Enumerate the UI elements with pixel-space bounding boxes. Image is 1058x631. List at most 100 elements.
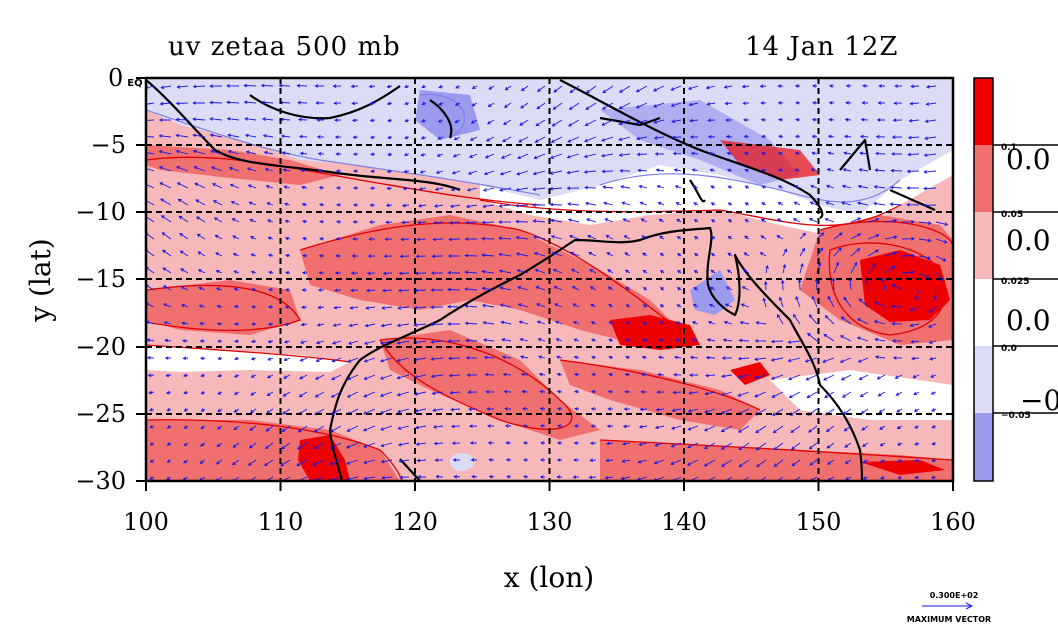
- wind-vector-arrow: [483, 170, 495, 176]
- wind-vector-arrow: [481, 269, 495, 274]
- wind-vector-arrow: [811, 117, 818, 122]
- wind-vector-arrow: [369, 186, 376, 190]
- wind-vector-arrow: [761, 202, 767, 206]
- wind-vector-arrow: [368, 220, 376, 224]
- wind-vector-arrow: [727, 168, 733, 173]
- wind-vector-arrow: [867, 249, 880, 257]
- wind-vector-arrow: [419, 170, 427, 174]
- wind-vector-arrow: [673, 168, 682, 172]
- wind-vector-arrow: [318, 253, 325, 258]
- wind-vector-arrow: [880, 277, 886, 291]
- wind-vector-arrow: [894, 374, 903, 379]
- wind-vector-arrow: [369, 118, 376, 123]
- wind-vector-arrow: [250, 270, 257, 275]
- wind-vector-arrow: [213, 217, 223, 223]
- wind-vector-arrow: [334, 271, 341, 275]
- wind-vector-arrow: [175, 117, 189, 122]
- wind-vector-arrow: [365, 306, 376, 310]
- wind-vector-arrow: [896, 425, 903, 429]
- legend-swatch: [974, 279, 993, 346]
- wind-vector-arrow: [158, 150, 172, 155]
- wind-vector-arrow: [753, 374, 767, 380]
- wind-vector-arrow: [672, 390, 682, 395]
- wind-vector-arrow: [760, 101, 766, 105]
- wind-vector-arrow: [538, 372, 546, 377]
- wind-vector-arrow: [935, 221, 949, 226]
- wind-vector-arrow: [515, 203, 529, 208]
- wind-vector-arrow: [267, 339, 274, 344]
- wind-vector-arrow: [549, 202, 563, 207]
- wind-vector-arrow: [451, 170, 461, 175]
- legend-label-large: −0.: [1020, 384, 1058, 417]
- wind-vector-arrow: [707, 134, 716, 139]
- wind-vector-arrow: [880, 476, 886, 480]
- wind-vector-arrow: [896, 408, 903, 413]
- wind-vector-arrow: [166, 425, 172, 429]
- wind-vector-arrow: [381, 288, 393, 293]
- wind-vector-arrow: [368, 237, 376, 241]
- wind-vector-arrow: [522, 424, 529, 428]
- wind-vector-arrow: [653, 119, 665, 124]
- wind-vector-arrow: [825, 201, 835, 206]
- wind-vector-arrow: [918, 238, 932, 243]
- wind-vector-arrow: [397, 288, 410, 293]
- wind-vector-arrow: [659, 304, 665, 308]
- wind-vector-arrow: [485, 136, 495, 142]
- wind-vector-arrow: [250, 374, 257, 378]
- wind-vector-arrow: [348, 340, 359, 345]
- wind-vector-arrow: [315, 101, 324, 105]
- wind-vector-arrow: [773, 442, 784, 451]
- wind-vector-arrow: [590, 424, 596, 428]
- wind-vector-arrow: [556, 458, 563, 462]
- wind-vector-arrow: [867, 262, 877, 274]
- wind-vector-arrow: [890, 168, 903, 173]
- wind-vector-arrow: [754, 339, 767, 343]
- wind-vector-arrow: [914, 289, 920, 301]
- wind-vector-arrow: [533, 251, 546, 257]
- wind-vector-arrow: [520, 85, 529, 92]
- wind-vector-arrow: [436, 153, 444, 157]
- y-tick-label: −5: [91, 131, 126, 159]
- wind-vector-arrow: [297, 425, 308, 433]
- y-tick-label: −25: [75, 400, 126, 428]
- wind-vector-arrow: [589, 458, 597, 463]
- wind-vector-arrow: [369, 101, 376, 106]
- legend-label-large: 0.0: [1006, 304, 1051, 337]
- wind-vector-arrow: [300, 322, 308, 327]
- wind-vector-arrow: [498, 236, 512, 241]
- vector-key-value: 0.300E+02: [930, 591, 979, 600]
- wind-vector-arrow: [233, 391, 240, 395]
- wind-vector-arrow: [875, 134, 886, 139]
- wind-vector-arrow: [930, 374, 937, 378]
- wind-vector-arrow: [926, 84, 937, 89]
- wind-vector-arrow: [482, 187, 495, 192]
- wind-vector-arrow: [635, 85, 648, 93]
- wind-vector-arrow: [845, 100, 852, 105]
- wind-vector-arrow: [316, 323, 325, 327]
- wind-vector-arrow: [607, 286, 614, 291]
- wind-vector-arrow: [552, 102, 563, 110]
- wind-vector-arrow: [285, 270, 291, 275]
- wind-vector-arrow: [763, 280, 768, 291]
- wind-vector-arrow: [319, 219, 325, 224]
- wind-vector-arrow: [574, 407, 580, 411]
- x-tick-label: 120: [392, 508, 438, 536]
- x-tick-label: 130: [527, 508, 573, 536]
- wind-vector-arrow: [466, 373, 478, 377]
- wind-vector-arrow: [618, 136, 631, 142]
- wind-vector-arrow: [727, 219, 733, 223]
- wind-vector-arrow: [608, 355, 614, 360]
- wind-vector-arrow: [164, 356, 172, 360]
- wind-vector-arrow: [876, 118, 886, 122]
- wind-vector-arrow: [249, 408, 257, 414]
- wind-vector-arrow: [573, 355, 580, 360]
- wind-vector-arrow: [281, 425, 291, 433]
- wind-vector-arrow: [285, 253, 291, 258]
- wind-vector-arrow: [183, 408, 189, 412]
- wind-vector-arrow: [319, 236, 325, 241]
- wind-vector-arrow: [635, 136, 648, 141]
- wind-vector-arrow: [723, 85, 733, 89]
- wind-vector-arrow: [481, 220, 495, 225]
- wind-vector-arrow: [402, 186, 410, 191]
